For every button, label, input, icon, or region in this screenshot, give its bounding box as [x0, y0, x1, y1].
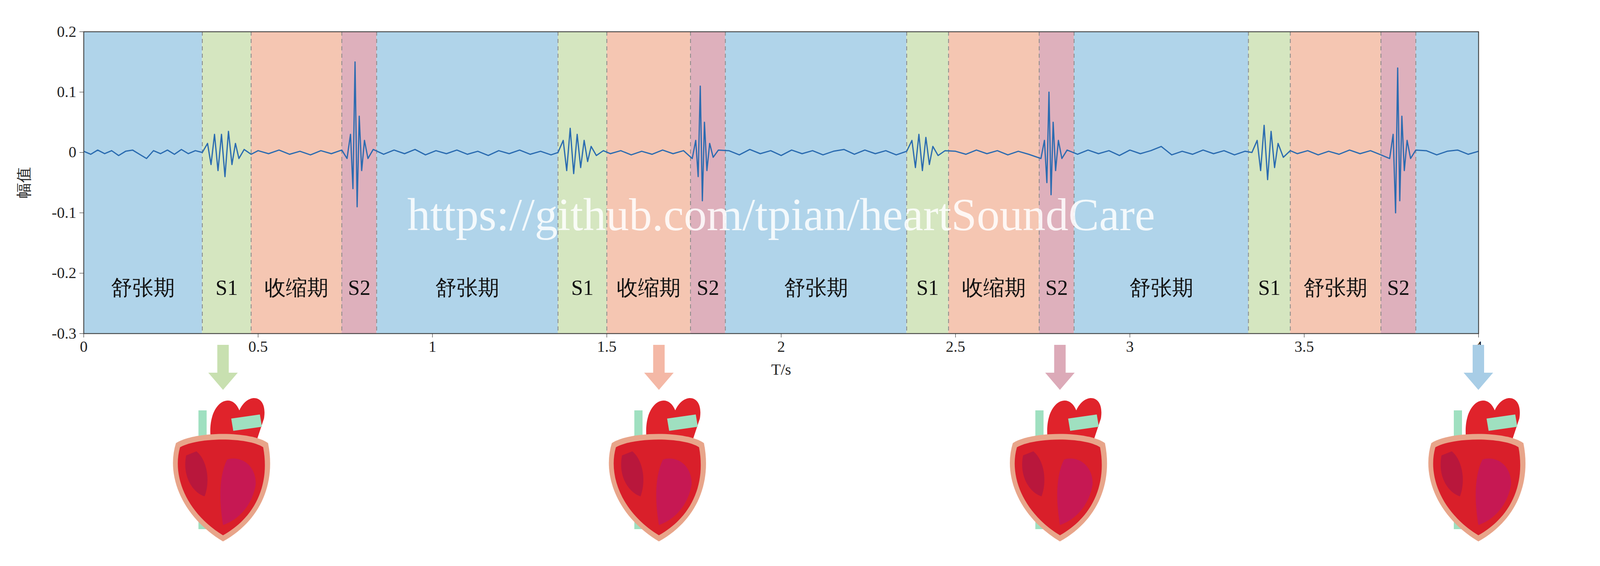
svg-text:S1: S1: [215, 276, 238, 300]
svg-text:舒张期: 舒张期: [784, 276, 849, 300]
svg-text:幅值: 幅值: [15, 167, 33, 199]
svg-text:-0.2: -0.2: [51, 264, 77, 282]
svg-text:舒张期: 舒张期: [1129, 276, 1194, 300]
svg-text:舒张期: 舒张期: [1303, 276, 1368, 300]
svg-text:S2: S2: [1387, 276, 1410, 300]
svg-text:3.5: 3.5: [1294, 337, 1315, 356]
svg-text:T/s: T/s: [771, 360, 792, 378]
svg-text:收缩期: 收缩期: [616, 276, 681, 300]
svg-text:2.5: 2.5: [945, 337, 966, 356]
svg-text:0: 0: [79, 337, 88, 356]
svg-text:S1: S1: [571, 276, 594, 300]
svg-text:2: 2: [777, 337, 786, 356]
svg-text:-0.1: -0.1: [51, 203, 77, 222]
svg-text:S2: S2: [696, 276, 720, 300]
svg-text:https://github.com/tpian/heart: https://github.com/tpian/heartSoundCare: [407, 189, 1156, 240]
svg-text:3: 3: [1126, 337, 1134, 356]
svg-text:0.2: 0.2: [56, 22, 77, 41]
svg-text:S2: S2: [1045, 276, 1069, 300]
svg-text:舒张期: 舒张期: [435, 276, 500, 300]
svg-text:1.5: 1.5: [597, 337, 617, 356]
svg-text:0.1: 0.1: [56, 83, 77, 101]
svg-text:0: 0: [68, 143, 77, 161]
svg-text:-0.3: -0.3: [51, 324, 77, 342]
svg-text:S2: S2: [348, 276, 371, 300]
svg-text:0.5: 0.5: [248, 337, 269, 356]
svg-text:S1: S1: [916, 276, 940, 300]
svg-text:收缩期: 收缩期: [961, 276, 1026, 300]
svg-text:收缩期: 收缩期: [264, 276, 329, 300]
svg-text:舒张期: 舒张期: [110, 276, 175, 300]
svg-text:S1: S1: [1258, 276, 1281, 300]
svg-text:1: 1: [428, 337, 437, 356]
